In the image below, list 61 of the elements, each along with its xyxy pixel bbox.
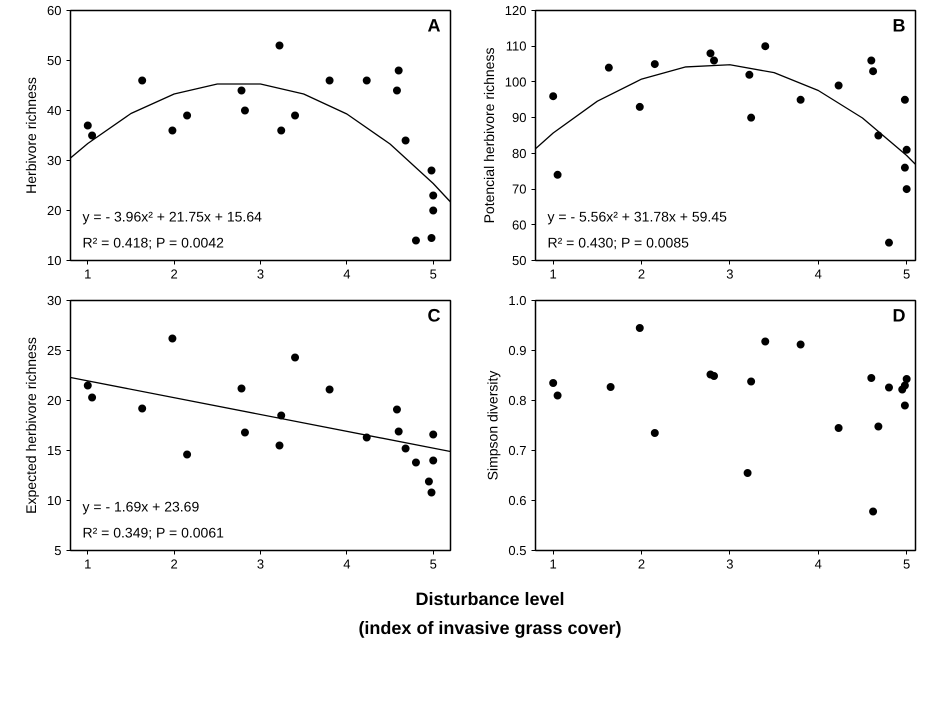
x-tick-label: 1 [84, 266, 92, 282]
annotation: C [428, 306, 440, 326]
annotation: y = - 5.56x² + 31.78x + 59.45 [548, 208, 728, 224]
x-tick-label: 1 [550, 556, 557, 572]
y-tick-label: 60 [47, 3, 62, 18]
x-tick-label: 5 [430, 266, 437, 282]
y-tick-label: 0.5 [508, 543, 527, 558]
annotation: R² = 0.430; P = 0.0085 [548, 234, 690, 250]
y-tick-label: 25 [47, 343, 62, 358]
annotation: R² = 0.349; P = 0.0061 [82, 524, 224, 540]
y-tick-label: 40 [47, 103, 62, 118]
x-tick-label: 1 [84, 556, 92, 572]
y-tick-label: 20 [47, 203, 62, 218]
y-tick-label: 10 [47, 253, 62, 268]
y-tick-label: 15 [47, 443, 62, 458]
x-tick-label: 3 [726, 556, 734, 572]
x-tick-label: 1 [550, 266, 557, 282]
y-tick-label: 120 [504, 3, 527, 18]
x-tick-label: 3 [256, 556, 264, 572]
y-tick-label: 30 [47, 153, 62, 168]
x-tick-label: 2 [638, 556, 646, 572]
annotation: R² = 0.418; P = 0.0042 [82, 234, 224, 250]
x-tick-label: 3 [256, 266, 264, 282]
y-axis-title: Expected herbivore richness [23, 337, 40, 514]
annotation: D [892, 306, 906, 326]
y-tick-label: 0.7 [508, 443, 527, 458]
annotation: y = - 3.96x² + 21.75x + 15.64 [82, 208, 262, 224]
x-tick-label: 5 [430, 556, 437, 572]
y-tick-label: 10 [47, 493, 62, 508]
x-tick-label: 4 [343, 266, 350, 282]
x-tick-label: 4 [814, 266, 822, 282]
annotation: A [428, 16, 440, 36]
y-tick-label: 100 [504, 74, 527, 90]
y-tick-label: 0.8 [508, 393, 527, 408]
y-tick-label: 5 [54, 543, 62, 558]
y-tick-label: 80 [512, 146, 527, 161]
y-axis-title: Simpson diversity [484, 370, 500, 480]
annotation: B [892, 16, 906, 36]
x-tick-label: 3 [726, 266, 734, 282]
y-axis-title: Potencial herbivore richness [480, 48, 497, 224]
x-tick-label: 5 [903, 266, 910, 282]
y-tick-label: 60 [512, 217, 527, 232]
y-tick-label: 90 [512, 110, 527, 126]
y-tick-label: 70 [512, 182, 527, 197]
y-axis-title: Herbivore richness [23, 77, 40, 194]
y-tick-label: 0.9 [508, 343, 527, 358]
y-tick-label: 50 [512, 253, 527, 268]
x-tick-label: 2 [170, 266, 178, 282]
x-tick-label: 2 [170, 556, 178, 572]
x-axis-title: Disturbance level (index of invasive grass cover) [358, 588, 622, 640]
x-tick-label: 4 [814, 556, 822, 572]
y-tick-label: 110 [506, 38, 527, 54]
y-tick-label: 20 [47, 393, 62, 408]
y-tick-label: 30 [47, 293, 62, 308]
annotation: y = - 1.69x + 23.69 [82, 498, 200, 514]
y-tick-label: 50 [47, 53, 62, 68]
x-tick-label: 2 [638, 266, 646, 282]
y-tick-label: 1.0 [508, 293, 527, 308]
x-tick-label: 5 [903, 556, 910, 572]
y-tick-label: 0.6 [508, 493, 527, 508]
x-tick-label: 4 [343, 556, 350, 572]
